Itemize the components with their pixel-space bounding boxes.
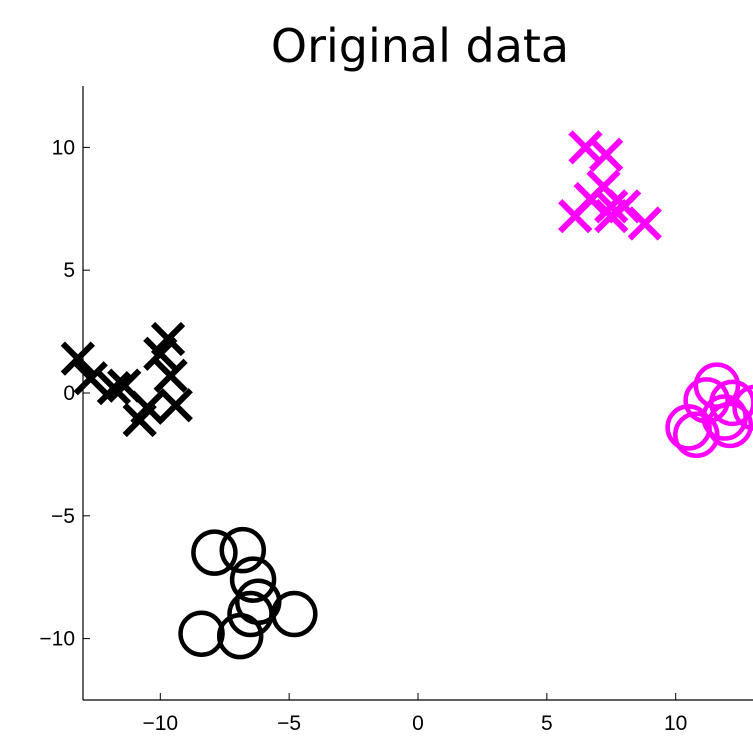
series-2-group (558, 130, 662, 241)
data-markers (60, 130, 753, 660)
circle-marker (271, 590, 318, 638)
x-marker (60, 341, 95, 376)
series-0-group (60, 321, 193, 438)
circle-marker (701, 394, 748, 441)
x-marker (558, 199, 593, 234)
x-tick-label: −10 (142, 712, 178, 735)
circle-marker (732, 384, 753, 431)
circle-marker (178, 610, 225, 657)
axes: −10 −5 0 5 10 −10 −5 0 5 10 (39, 86, 753, 735)
y-tick-label: 0 (63, 382, 75, 405)
x-tick-label: −5 (277, 712, 301, 735)
circle-marker (191, 529, 238, 576)
x-marker (122, 402, 157, 438)
x-tick-label: 10 (664, 712, 687, 735)
circle-marker (229, 556, 277, 603)
x-marker (158, 388, 193, 423)
circle-marker (665, 404, 712, 451)
y-tick-label: 5 (63, 259, 75, 282)
x-marker (627, 206, 662, 241)
x-marker (594, 199, 629, 234)
x-marker (568, 130, 603, 165)
x-marker (143, 336, 178, 371)
x-marker (153, 358, 188, 393)
y-tick-label: −5 (51, 505, 75, 528)
x-marker (588, 137, 624, 172)
x-marker (96, 370, 132, 406)
x-tick-label: 0 (412, 712, 424, 735)
circle-marker (673, 411, 720, 459)
circle-marker (219, 526, 267, 574)
x-marker (73, 361, 108, 396)
x-tick-label: 5 (541, 712, 553, 735)
y-tick-label: 10 (52, 136, 75, 159)
series-3-group (665, 362, 753, 459)
chart-title: Original data (271, 19, 569, 73)
series-1-group (178, 526, 318, 660)
y-tick-label: −10 (39, 628, 75, 651)
x-marker (594, 189, 629, 224)
circle-marker (216, 612, 264, 660)
